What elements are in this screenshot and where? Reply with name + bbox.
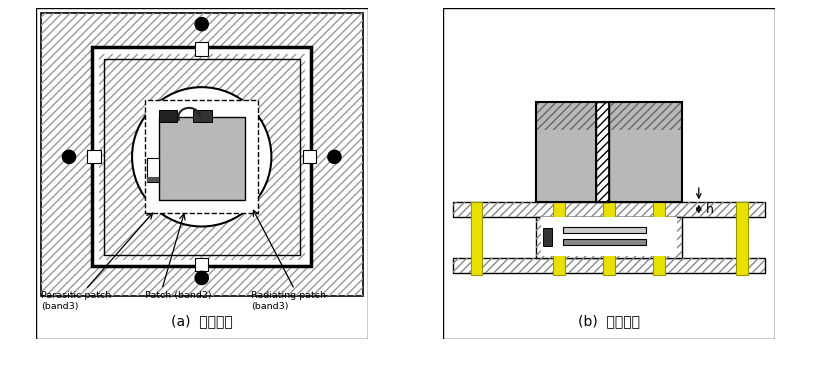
Bar <box>536 102 596 130</box>
Text: (a)  상단구조: (a) 상단구조 <box>171 314 232 328</box>
Bar <box>104 59 300 255</box>
Bar <box>536 216 682 258</box>
Bar <box>653 202 665 274</box>
Text: h: h <box>706 202 713 216</box>
Bar <box>603 202 615 274</box>
Bar <box>610 102 682 202</box>
Circle shape <box>132 87 271 227</box>
Text: (b)  측면구조: (b) 측면구조 <box>578 314 641 328</box>
Bar <box>610 102 682 130</box>
Bar <box>453 202 765 216</box>
Bar <box>303 150 316 164</box>
Bar <box>87 150 100 164</box>
Bar <box>159 117 244 200</box>
Circle shape <box>195 17 209 31</box>
Bar <box>453 202 765 216</box>
Bar <box>195 258 209 271</box>
Bar <box>41 12 363 296</box>
Circle shape <box>327 150 341 164</box>
Bar <box>596 102 610 202</box>
Bar <box>453 258 765 273</box>
Bar <box>610 102 682 202</box>
Text: Patch (band2): Patch (band2) <box>145 291 212 300</box>
Bar <box>541 216 677 256</box>
Bar <box>145 100 258 213</box>
Bar <box>536 216 682 258</box>
Bar <box>99 54 305 260</box>
Bar <box>159 110 178 122</box>
Bar <box>147 158 159 182</box>
Bar <box>536 102 682 202</box>
Bar <box>536 102 596 202</box>
Text: Parasitic patch
(band3): Parasitic patch (band3) <box>41 291 111 311</box>
Circle shape <box>62 150 77 164</box>
Text: Radiating patch
(band3): Radiating patch (band3) <box>252 291 327 311</box>
Circle shape <box>195 271 209 285</box>
Bar <box>736 202 748 274</box>
Bar <box>147 177 159 182</box>
Bar <box>195 42 209 56</box>
Bar <box>41 12 363 296</box>
Bar <box>536 102 596 202</box>
Bar <box>563 239 645 245</box>
Bar <box>563 227 645 233</box>
Bar <box>92 48 311 266</box>
Bar <box>553 202 566 274</box>
Bar <box>470 202 482 274</box>
Bar <box>453 258 765 273</box>
Bar <box>543 228 552 247</box>
Bar <box>193 110 212 122</box>
